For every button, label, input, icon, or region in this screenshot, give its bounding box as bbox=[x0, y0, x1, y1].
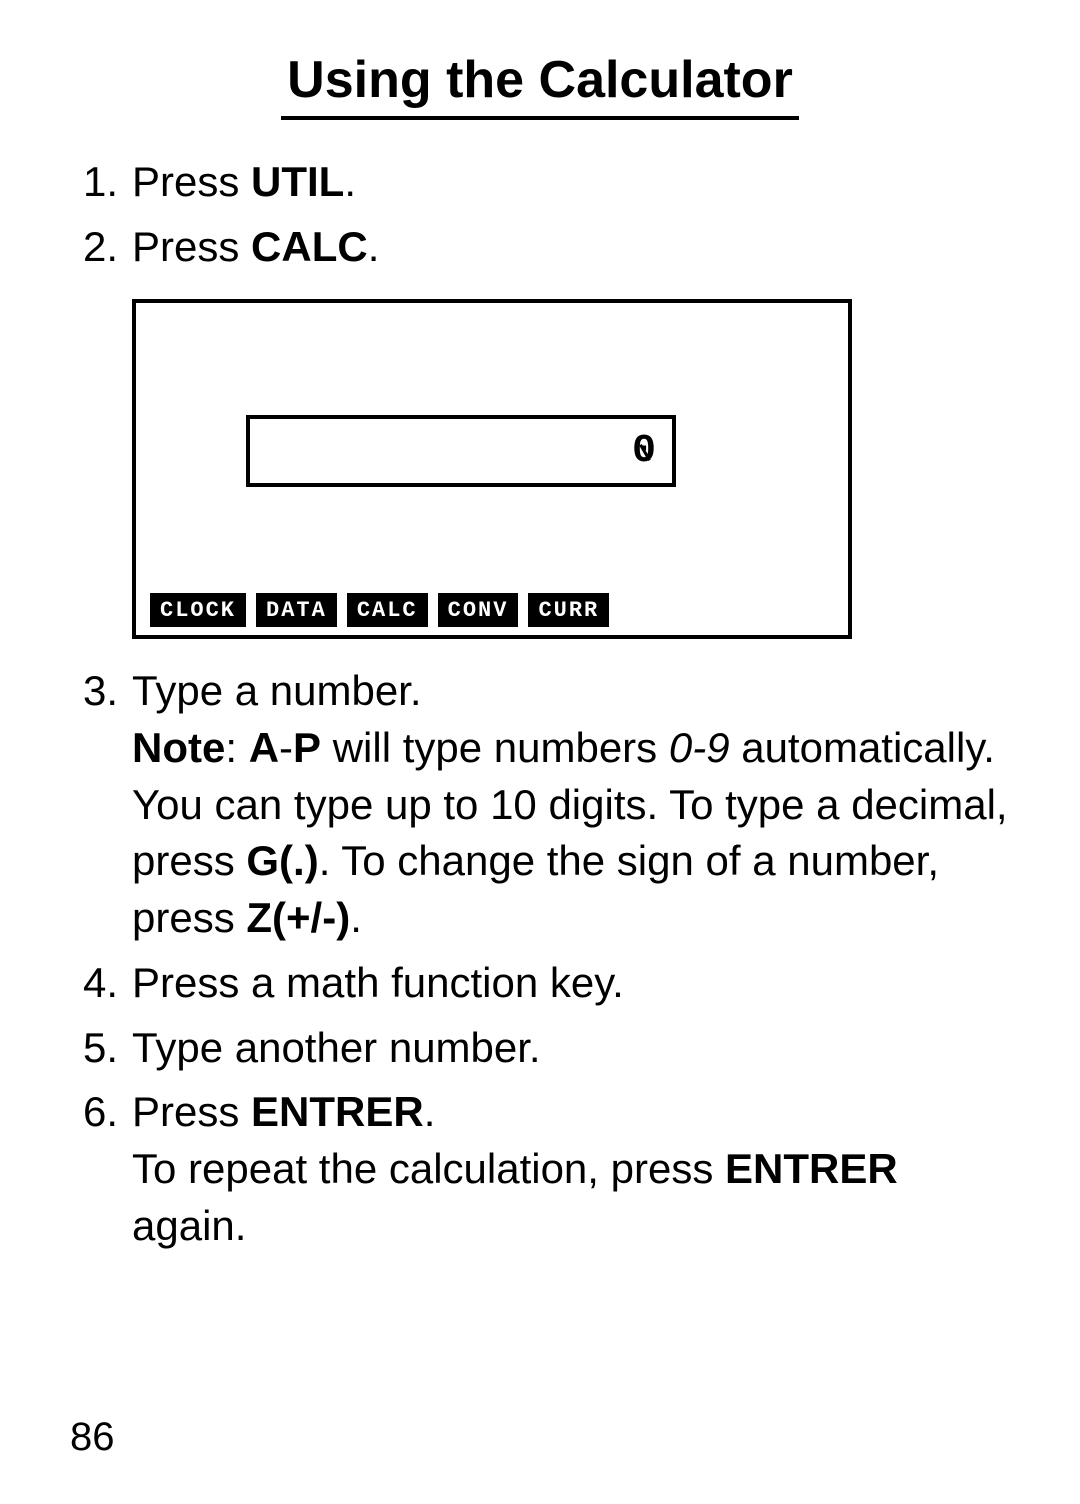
title-wrap: Using the Calculator bbox=[70, 50, 1010, 120]
step-text: Press bbox=[132, 158, 251, 205]
range-09: 0-9 bbox=[669, 724, 730, 771]
page-number: 86 bbox=[70, 1415, 115, 1460]
key-calc: CALC bbox=[251, 223, 368, 270]
step-text: . bbox=[424, 1088, 436, 1135]
key-a: A bbox=[249, 724, 279, 771]
key-g: G(.) bbox=[246, 837, 318, 884]
step-body: Press a math function key. bbox=[132, 955, 1010, 1012]
key-p: P bbox=[293, 724, 321, 771]
note-colon: : bbox=[225, 724, 248, 771]
step-text: . bbox=[368, 223, 380, 270]
step-number: 3. bbox=[70, 663, 132, 946]
step-text: . bbox=[344, 158, 356, 205]
menu-calc: CALC bbox=[347, 593, 428, 627]
softkey-menu: CLOCK DATA CALC CONV CURR bbox=[150, 593, 834, 627]
step-text: Press bbox=[132, 223, 251, 270]
step-text: Press a math function key. bbox=[132, 959, 624, 1006]
steps-list: 1. Press UTIL. 2. Press CALC. bbox=[70, 154, 1010, 275]
step-text: Type a number. bbox=[132, 667, 422, 714]
step-body: Press CALC. bbox=[132, 219, 1010, 276]
note-label: Note bbox=[132, 724, 225, 771]
menu-clock: CLOCK bbox=[150, 593, 246, 627]
dash: - bbox=[279, 724, 293, 771]
step-number: 1. bbox=[70, 154, 132, 211]
lcd-screen: 0 CLOCK DATA CALC CONV CURR bbox=[132, 299, 852, 639]
step-body: Type another number. bbox=[132, 1020, 1010, 1077]
page-title: Using the Calculator bbox=[281, 50, 799, 120]
step-number: 4. bbox=[70, 955, 132, 1012]
step-number: 5. bbox=[70, 1020, 132, 1077]
calculator-display: 0 bbox=[246, 415, 676, 487]
step-body: Press ENTRER. To repeat the calculation,… bbox=[132, 1084, 1010, 1254]
step-body: Type a number. Note: A-P will type numbe… bbox=[132, 663, 1010, 946]
manual-page: Using the Calculator 1. Press UTIL. 2. P… bbox=[0, 0, 1080, 1504]
step-text: again. bbox=[132, 1202, 246, 1249]
step-1: 1. Press UTIL. bbox=[70, 154, 1010, 211]
step-3: 3. Type a number. Note: A-P will type nu… bbox=[70, 663, 1010, 946]
menu-data: DATA bbox=[256, 593, 337, 627]
steps-list-continued: 3. Type a number. Note: A-P will type nu… bbox=[70, 663, 1010, 1254]
note-text: . bbox=[350, 894, 362, 941]
menu-curr: CURR bbox=[528, 593, 609, 627]
calculator-value: 0 bbox=[632, 429, 658, 474]
key-z: Z(+/-) bbox=[246, 894, 350, 941]
step-text: Type another number. bbox=[132, 1024, 541, 1071]
step-4: 4. Press a math function key. bbox=[70, 955, 1010, 1012]
lcd-screenshot: 0 CLOCK DATA CALC CONV CURR bbox=[132, 299, 1010, 639]
step-text: To repeat the calculation, press bbox=[132, 1145, 725, 1192]
menu-conv: CONV bbox=[438, 593, 519, 627]
key-util: UTIL bbox=[251, 158, 344, 205]
step-5: 5. Type another number. bbox=[70, 1020, 1010, 1077]
step-body: Press UTIL. bbox=[132, 154, 1010, 211]
step-2: 2. Press CALC. bbox=[70, 219, 1010, 276]
step-number: 6. bbox=[70, 1084, 132, 1254]
step-number: 2. bbox=[70, 219, 132, 276]
key-entrer: ENTRER bbox=[725, 1145, 898, 1192]
step-text: Press bbox=[132, 1088, 251, 1135]
note-text: will type numbers bbox=[321, 724, 669, 771]
step-6: 6. Press ENTRER. To repeat the calculati… bbox=[70, 1084, 1010, 1254]
key-entrer: ENTRER bbox=[251, 1088, 424, 1135]
